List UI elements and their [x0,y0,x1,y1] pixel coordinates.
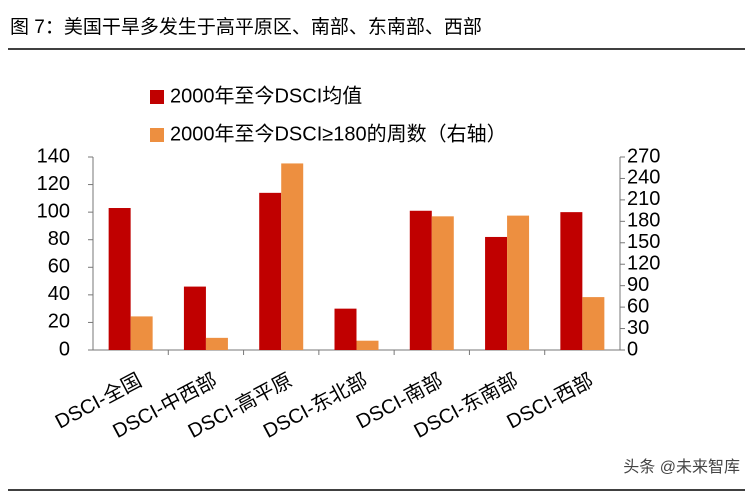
y-tick-label: 60 [48,256,70,278]
bar [409,210,432,350]
y-tick-label: 120 [37,173,70,195]
y2-tick-label: 60 [627,295,649,317]
bar [485,236,508,350]
legend-swatch [150,128,164,142]
y2-tick-label: 0 [627,338,638,360]
legend-label: 2000年至今DSCI均值 [170,84,362,107]
y2-tick-label: 120 [627,253,660,275]
bar [259,192,282,350]
watermark: 头条 @未来智库 [623,458,740,476]
bar [183,286,206,350]
bar [507,215,530,350]
bar [281,163,304,350]
y-tick-label: 40 [48,283,70,305]
y2-tick-label: 270 [627,145,660,167]
y-tick-label: 20 [48,311,70,333]
bar [582,297,605,350]
bar [560,212,583,350]
y-tick-label: 80 [48,228,70,250]
legend-label: 2000年至今DSCI≥180的周数（右轴） [170,122,507,145]
bar [108,208,131,350]
y2-tick-label: 240 [627,167,660,189]
y2-tick-label: 30 [627,317,649,339]
bar [431,216,454,350]
y2-tick-label: 150 [627,231,660,253]
y-tick-label: 0 [59,338,70,360]
bar [334,308,357,350]
y-tick-label: 140 [37,145,70,167]
y-tick-label: 100 [37,200,70,222]
y2-tick-label: 210 [627,188,660,210]
legend-swatch [150,90,164,104]
bar [205,337,228,350]
chart-title: 图 7：美国干旱多发生于高平原区、南部、东南部、西部 [10,16,482,38]
bar [130,316,153,350]
bar [356,340,379,350]
x-tick-label: DSCI-西部 [503,369,597,434]
y2-tick-label: 90 [627,274,649,296]
y2-tick-label: 180 [627,210,660,232]
